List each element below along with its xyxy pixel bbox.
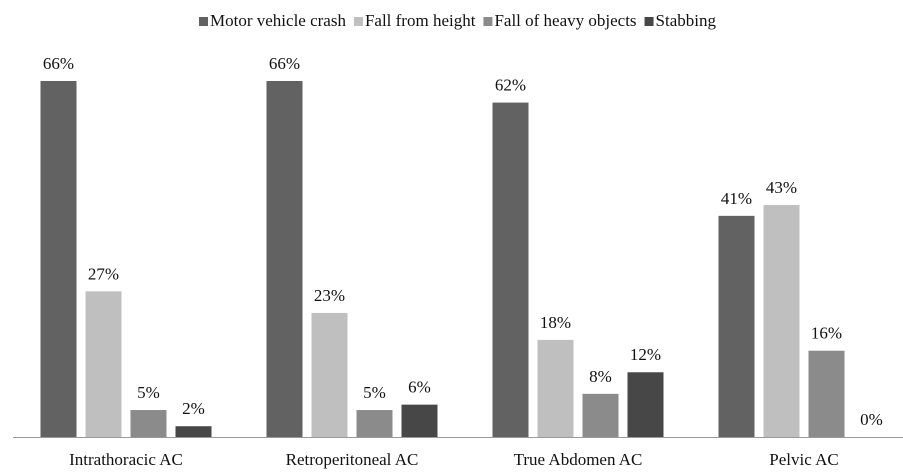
data-label: 62% [495,75,526,94]
bar [311,312,348,437]
data-label: 18% [540,313,571,332]
bar [85,291,122,437]
legend-label: Stabbing [656,11,717,30]
bar [763,205,800,437]
data-label: 5% [363,383,386,402]
bar [356,410,393,437]
bar [175,426,212,437]
bar [401,404,438,437]
data-label: 12% [630,345,661,364]
data-label: 8% [589,367,612,386]
bar [130,410,167,437]
bar [808,350,845,437]
x-tick-label: Pelvic AC [769,450,838,469]
bar [537,339,574,437]
data-label: 41% [721,189,752,208]
legend-swatch [644,17,654,26]
legend-swatch [353,17,363,26]
legend-swatch [483,17,493,26]
x-tick-label: Intrathoracic AC [69,450,183,469]
data-label: 27% [88,264,119,283]
legend-label: Motor vehicle crash [210,11,346,30]
legend-swatch [199,17,208,26]
data-label: 66% [269,54,300,73]
data-label: 16% [811,324,842,343]
bar [718,215,755,437]
data-label: 23% [314,286,345,305]
data-label: 66% [43,54,74,73]
bar [266,81,303,437]
bar [582,393,619,437]
x-tick-label: Retroperitoneal AC [286,450,419,469]
data-label: 6% [408,378,431,397]
bar [627,372,664,437]
bar [40,81,77,437]
data-label: 0% [860,410,883,429]
legend-label: Fall from height [365,11,476,30]
bar [492,102,529,438]
data-label: 2% [182,399,205,418]
x-tick-label: True Abdomen AC [514,450,643,469]
data-label: 5% [137,383,160,402]
legend-label: Fall of heavy objects [494,11,636,30]
data-label: 43% [766,178,797,197]
